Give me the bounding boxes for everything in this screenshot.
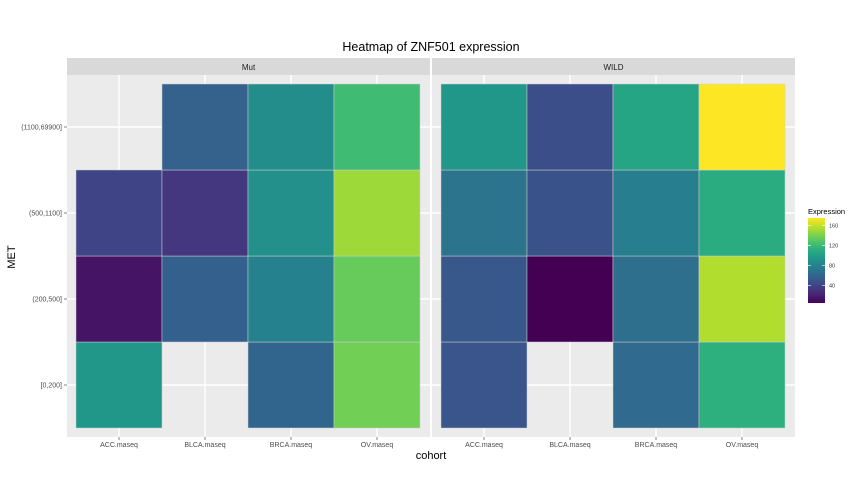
y-tick-label: [0,200] bbox=[41, 383, 62, 390]
heatmap-cell bbox=[161, 83, 249, 171]
heatmap-cell bbox=[75, 255, 163, 343]
heatmap-cell bbox=[698, 341, 786, 429]
heatmap-cell bbox=[440, 169, 528, 257]
heatmap-cell bbox=[612, 83, 700, 171]
heatmap-cell bbox=[247, 341, 335, 429]
y-axis-title: MET bbox=[6, 245, 18, 269]
legend-tick-label: 80 bbox=[829, 264, 835, 270]
heatmap-cell bbox=[526, 169, 614, 257]
y-tick-label: (200,500] bbox=[32, 297, 62, 304]
x-tick-label: BRCA.maseq bbox=[635, 442, 678, 449]
facet-strip-label: Mut bbox=[242, 63, 256, 72]
x-tick-label: ACC.maseq bbox=[465, 442, 503, 449]
heatmap-cell bbox=[698, 83, 786, 171]
x-tick-label: ACC.maseq bbox=[100, 442, 138, 449]
heatmap-cell bbox=[612, 169, 700, 257]
facet-strip bbox=[67, 58, 430, 75]
x-tick-label: BLCA.maseq bbox=[184, 442, 225, 449]
heatmap-cell bbox=[333, 83, 421, 171]
heatmap-cell bbox=[612, 341, 700, 429]
facet-panels: Mut ACC.maseq BLCA.maseq BRCA.maseq OV.maseq… bbox=[21, 58, 795, 449]
heatmap-cell bbox=[333, 341, 421, 429]
facet-strip-label: WILD bbox=[604, 63, 624, 72]
y-tick-label: (1100,69900] bbox=[21, 125, 62, 132]
heatmap-cell bbox=[161, 169, 249, 257]
heatmap-cell bbox=[247, 169, 335, 257]
legend-tick-label: 40 bbox=[829, 284, 835, 290]
heatmap-cell bbox=[526, 255, 614, 343]
x-axis-title: cohort bbox=[416, 450, 447, 462]
heatmap-cell bbox=[440, 255, 528, 343]
heatmap-cell bbox=[526, 83, 614, 171]
heatmap-cell bbox=[75, 169, 163, 257]
heatmap-cell bbox=[333, 255, 421, 343]
color-legend: Expression 40 80 120 160 bbox=[808, 207, 845, 303]
heatmap-cell bbox=[440, 341, 528, 429]
legend-colorbar bbox=[808, 218, 825, 303]
heatmap-cell bbox=[333, 169, 421, 257]
heatmap-cell bbox=[161, 255, 249, 343]
heatmap-cell bbox=[612, 255, 700, 343]
chart-title: Heatmap of ZNF501 expression bbox=[342, 40, 519, 54]
x-tick-label: BRCA.maseq bbox=[270, 442, 313, 449]
facet-mut: Mut ACC.maseq BLCA.maseq BRCA.maseq OV.maseq bbox=[67, 58, 430, 449]
heatmap-cell bbox=[75, 341, 163, 429]
legend-title: Expression bbox=[808, 207, 845, 216]
heatmap-cell bbox=[247, 83, 335, 171]
heatmap-cell bbox=[247, 255, 335, 343]
x-tick-label: BLCA.maseq bbox=[549, 442, 590, 449]
legend-tick-label: 160 bbox=[829, 224, 838, 230]
y-tick-label: (500,1100] bbox=[29, 211, 62, 218]
legend-tick-label: 120 bbox=[829, 244, 838, 250]
heatmap-cell bbox=[698, 169, 786, 257]
facet-strip bbox=[432, 58, 795, 75]
heatmap-cell bbox=[698, 255, 786, 343]
facet-wild: WILD ACC.maseq BLCA.maseq BRCA.maseq OV.mase… bbox=[432, 58, 795, 449]
x-tick-label: OV.maseq bbox=[726, 442, 759, 449]
x-tick-label: OV.maseq bbox=[361, 442, 394, 449]
heatmap-cell bbox=[440, 83, 528, 171]
